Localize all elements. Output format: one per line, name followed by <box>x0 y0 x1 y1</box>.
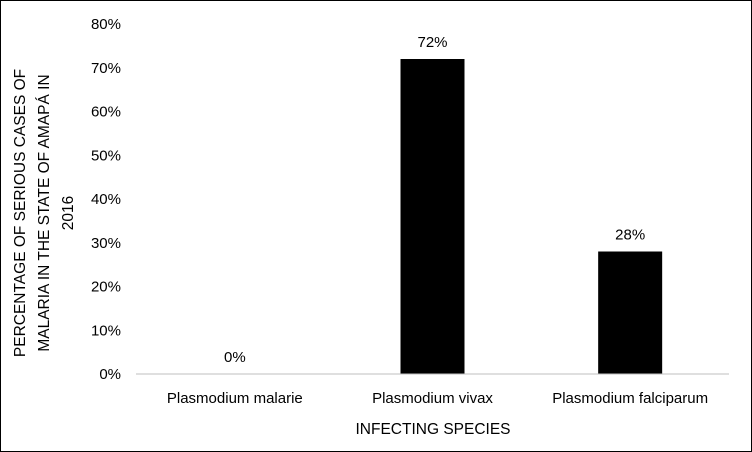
bar <box>400 59 465 374</box>
y-axis-title-line-2: MALARIA IN THE STATE OF AMAPÁ IN <box>36 74 53 351</box>
y-axis-title-line-1: PERCENTAGE OF SERIOUS CASES OF <box>12 69 29 357</box>
y-axis-title: PERCENTAGE OF SERIOUS CASES OF MALARIA I… <box>12 69 77 357</box>
data-label: 28% <box>615 227 645 244</box>
bar <box>598 251 663 374</box>
plot-area: 0% 10% 20% 30% 40% 50% 60% 70% 80% 0% Plasmodium m… <box>91 16 729 407</box>
y-tick-label: 50% <box>91 147 121 164</box>
x-tick-label: Plasmodium falciparum <box>552 390 708 407</box>
y-tick-label: 10% <box>91 322 121 339</box>
y-tick-label: 80% <box>91 16 121 33</box>
data-label: 72% <box>417 34 447 51</box>
y-tick-label: 20% <box>91 279 121 296</box>
y-tick-label: 60% <box>91 104 121 121</box>
y-tick-label: 70% <box>91 60 121 77</box>
y-tick-label: 40% <box>91 191 121 208</box>
x-tick-label: Plasmodium malarie <box>167 390 303 407</box>
y-tick-label: 0% <box>99 366 121 383</box>
x-tick-label: Plasmodium vivax <box>372 390 493 407</box>
y-axis-title-line-3: 2016 <box>60 196 77 230</box>
y-tick-label: 30% <box>91 235 121 252</box>
data-label: 0% <box>224 349 246 366</box>
x-axis-title: INFECTING SPECIES <box>355 421 510 438</box>
